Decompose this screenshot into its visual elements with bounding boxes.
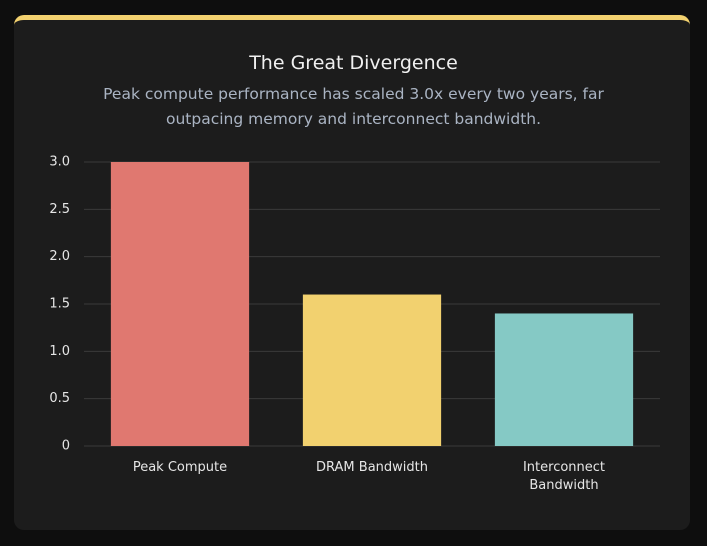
y-tick-label: 3.0 [49, 155, 70, 170]
x-tick-label: Peak Compute [132, 460, 228, 475]
bar [110, 162, 250, 446]
chart-title: The Great Divergence [249, 52, 458, 74]
x-tick-label: DRAM Bandwidth [316, 460, 428, 475]
y-tick-label: 2.5 [49, 202, 70, 217]
bar [494, 313, 634, 446]
y-tick-label: 0.5 [49, 391, 70, 406]
y-tick-label: 1.5 [49, 297, 70, 312]
y-tick-label: 2.0 [49, 249, 70, 264]
x-tick-label: Interconnect Bandwidth [522, 460, 606, 493]
bar [302, 294, 442, 446]
chart-subtitle: Peak compute performance has scaled 3.0x… [103, 85, 604, 128]
y-tick-label: 1.0 [49, 344, 70, 359]
y-tick-label: 0 [62, 439, 70, 454]
